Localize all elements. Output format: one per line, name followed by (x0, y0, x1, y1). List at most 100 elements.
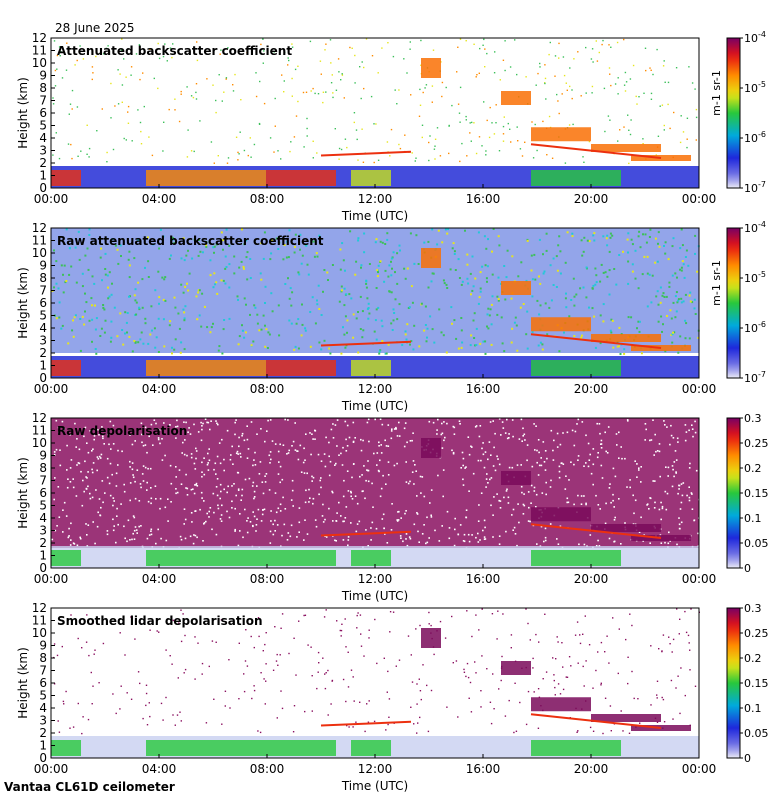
noise-pixel (524, 439, 526, 441)
colorbar-tick-label: 10-7 (744, 180, 766, 195)
y-tick-label: 8 (39, 271, 47, 285)
noise-pixel (58, 431, 60, 433)
noise-pixel (210, 420, 212, 422)
noise-pixel (168, 424, 171, 426)
noise-pixel (400, 517, 402, 519)
y-tick-label: 10 (32, 246, 47, 260)
noise-pixel (664, 424, 666, 426)
noise-pixel (312, 497, 315, 500)
noise-pixel (399, 147, 402, 150)
noise-pixel (506, 437, 509, 440)
noise-pixel (384, 269, 387, 272)
noise-pixel (573, 503, 575, 506)
noise-pixel (268, 454, 271, 457)
noise-pixel (372, 506, 374, 508)
noise-pixel (604, 130, 606, 133)
noise-pixel (272, 523, 274, 526)
noise-pixel (281, 707, 284, 710)
noise-pixel (157, 317, 160, 320)
noise-pixel (212, 246, 215, 249)
noise-pixel (106, 161, 108, 163)
noise-pixel (293, 705, 296, 707)
noise-pixel (602, 303, 605, 306)
noise-pixel (291, 43, 293, 45)
noise-pixel (396, 282, 399, 285)
noise-pixel (103, 443, 105, 445)
noise-pixel (695, 108, 698, 111)
noise-pixel (424, 87, 426, 89)
noise-pixel (158, 57, 161, 60)
noise-pixel (623, 348, 626, 351)
noise-pixel (695, 469, 698, 472)
noise-pixel (364, 497, 366, 500)
noise-pixel (419, 690, 422, 692)
y-axis-label: Height (km) (16, 77, 30, 148)
noise-pixel (220, 490, 222, 493)
noise-pixel (658, 508, 661, 511)
noise-pixel (325, 609, 327, 611)
noise-pixel (126, 331, 128, 334)
noise-pixel (240, 499, 242, 501)
noise-pixel (525, 333, 528, 336)
noise-pixel (245, 239, 248, 242)
noise-pixel (362, 329, 365, 332)
noise-pixel (171, 56, 173, 59)
noise-pixel (552, 459, 555, 461)
noise-pixel (306, 472, 308, 475)
noise-pixel (342, 259, 345, 262)
noise-pixel (112, 148, 115, 151)
noise-pixel (342, 520, 344, 523)
noise-pixel (697, 532, 699, 535)
noise-pixel (375, 308, 378, 311)
noise-pixel (121, 84, 124, 86)
noise-pixel (176, 425, 179, 428)
noise-pixel (404, 277, 407, 280)
noise-pixel (314, 438, 316, 440)
noise-pixel (610, 46, 612, 48)
noise-pixel (656, 680, 659, 682)
boundary-feature (531, 360, 621, 376)
noise-pixel (68, 273, 71, 276)
noise-pixel (618, 457, 620, 459)
noise-pixel (130, 616, 132, 618)
noise-pixel (270, 510, 272, 512)
noise-pixel (521, 440, 523, 442)
noise-pixel (685, 249, 688, 252)
noise-pixel (150, 305, 153, 308)
noise-pixel (220, 514, 223, 516)
boundary-feature (51, 170, 81, 186)
noise-pixel (68, 527, 70, 530)
noise-pixel (87, 471, 89, 473)
noise-pixel (132, 476, 135, 479)
noise-pixel (345, 506, 348, 508)
noise-pixel (274, 443, 277, 445)
heatmap-texture (51, 38, 699, 188)
noise-pixel (509, 66, 512, 68)
noise-pixel (625, 81, 628, 83)
noise-pixel (551, 157, 554, 159)
noise-pixel (387, 42, 389, 44)
noise-pixel (221, 723, 223, 725)
noise-pixel (489, 701, 492, 703)
noise-pixel (125, 76, 127, 78)
noise-pixel (227, 157, 230, 159)
noise-pixel (130, 698, 133, 700)
noise-pixel (158, 631, 160, 633)
noise-pixel (623, 84, 626, 86)
noise-pixel (271, 440, 274, 442)
noise-pixel (668, 285, 671, 288)
noise-pixel (632, 494, 634, 497)
noise-pixel (536, 543, 538, 545)
y-tick-label: 2 (39, 726, 47, 740)
noise-pixel (206, 421, 208, 424)
noise-pixel (344, 315, 347, 318)
y-tick-label: 11 (32, 44, 47, 58)
x-tick-label: 00:00 (682, 192, 717, 206)
noise-pixel (539, 304, 542, 307)
noise-pixel (580, 336, 583, 339)
noise-pixel (318, 308, 321, 310)
noise-pixel (353, 463, 355, 465)
noise-pixel (633, 697, 635, 700)
noise-pixel (317, 284, 320, 287)
noise-pixel (396, 462, 398, 465)
